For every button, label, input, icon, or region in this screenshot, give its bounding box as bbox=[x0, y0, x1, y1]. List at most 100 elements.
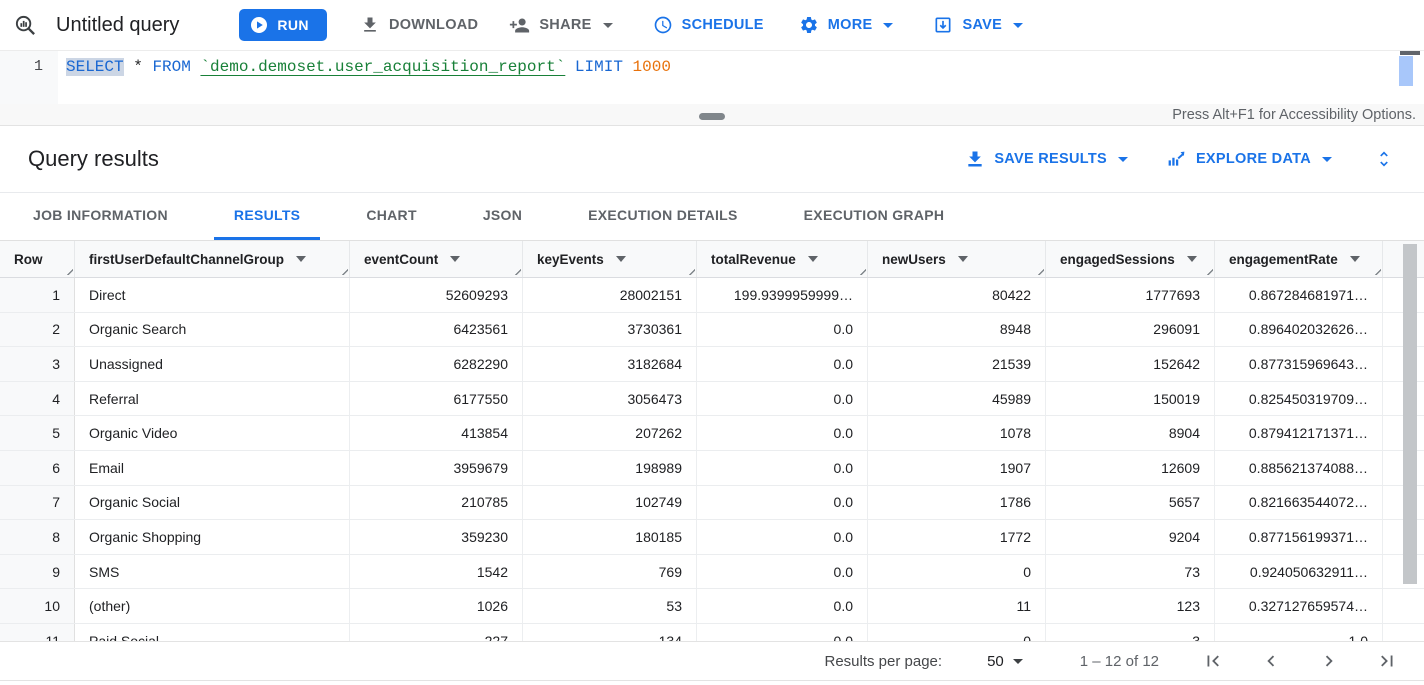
editor-status-strip: Press Alt+F1 for Accessibility Options. bbox=[0, 104, 1424, 126]
column-header-Row[interactable]: Row bbox=[0, 241, 75, 277]
table-scrollbar[interactable] bbox=[1403, 244, 1418, 639]
table-cell: 1907 bbox=[868, 450, 1046, 485]
table-cell: Email bbox=[75, 450, 350, 485]
table-cell: 8904 bbox=[1046, 416, 1215, 450]
tab-execution-graph[interactable]: EXECUTION GRAPH bbox=[803, 207, 945, 223]
table-row: 7 Organic Social 210785 102749 0.0 1786 5657 0.… bbox=[0, 485, 1424, 521]
table-cell: 102749 bbox=[523, 485, 697, 520]
table-cell: 0.877315969643… bbox=[1215, 347, 1383, 381]
table-cell: 45989 bbox=[868, 381, 1046, 416]
query-title: Untitled query bbox=[56, 13, 180, 36]
save-button[interactable]: SAVE bbox=[933, 15, 1024, 35]
table-cell: 12609 bbox=[1046, 450, 1215, 485]
table-cell: 134 bbox=[523, 623, 697, 641]
page-size-select[interactable]: 50 bbox=[987, 653, 1023, 670]
results-table: Row firstUserDefaultChannelGroup eventCo… bbox=[0, 241, 1424, 641]
gear-icon bbox=[799, 15, 819, 35]
accessibility-hint: Press Alt+F1 for Accessibility Options. bbox=[1172, 106, 1416, 123]
table-cell: 52609293 bbox=[350, 278, 523, 312]
sql-code-line[interactable]: SELECT * FROM `demo.demoset.user_acquisi… bbox=[66, 58, 671, 76]
query-magnifier-icon bbox=[14, 14, 37, 37]
table-cell: Organic Social bbox=[75, 485, 350, 520]
save-results-button[interactable]: SAVE RESULTS bbox=[965, 149, 1128, 169]
column-resize-handle[interactable] bbox=[1034, 265, 1044, 275]
column-resize-handle[interactable] bbox=[63, 265, 73, 275]
column-menu-caret-icon[interactable] bbox=[1349, 256, 1360, 262]
collapse-panel-icon[interactable] bbox=[1374, 149, 1394, 169]
table-cell: 0.924050632911… bbox=[1215, 554, 1383, 589]
table-row: 2 Organic Search 6423561 3730361 0.0 8948 2960… bbox=[0, 312, 1424, 348]
table-cell: Unassigned bbox=[75, 347, 350, 381]
column-header-eventCount[interactable]: eventCount bbox=[350, 241, 523, 277]
tab-chart[interactable]: CHART bbox=[366, 207, 417, 223]
column-resize-handle[interactable] bbox=[1203, 265, 1213, 275]
table-header-row: Row firstUserDefaultChannelGroup eventCo… bbox=[0, 241, 1424, 278]
explore-data-button[interactable]: EXPLORE DATA bbox=[1166, 149, 1332, 170]
table-row: 6 Email 3959679 198989 0.0 1907 12609 0.8856213… bbox=[0, 450, 1424, 486]
column-menu-caret-icon[interactable] bbox=[296, 256, 307, 262]
column-header-engagementRate[interactable]: engagementRate bbox=[1215, 241, 1383, 277]
table-body: 1 Direct 52609293 28002151 199.9399959999… 80… bbox=[0, 278, 1424, 641]
column-menu-caret-icon[interactable] bbox=[615, 256, 626, 262]
column-resize-handle[interactable] bbox=[1371, 265, 1381, 275]
column-resize-handle[interactable] bbox=[338, 265, 348, 275]
sql-editor[interactable]: 1 SELECT * FROM `demo.demoset.user_acqui… bbox=[0, 50, 1424, 104]
row-number-cell: 4 bbox=[0, 381, 75, 416]
row-number-cell: 8 bbox=[0, 520, 75, 554]
schedule-button[interactable]: SCHEDULE bbox=[653, 15, 764, 35]
first-page-button[interactable] bbox=[1202, 650, 1224, 672]
table-cell: 8948 bbox=[868, 312, 1046, 347]
column-header-engagedSessions[interactable]: engagedSessions bbox=[1046, 241, 1215, 277]
next-page-button[interactable] bbox=[1318, 650, 1340, 672]
more-button[interactable]: MORE bbox=[799, 15, 894, 35]
tab-job-information[interactable]: JOB INFORMATION bbox=[33, 207, 168, 223]
tab-results[interactable]: RESULTS bbox=[213, 193, 321, 240]
column-header-firstUserDefaultChannelGroup[interactable]: firstUserDefaultChannelGroup bbox=[75, 241, 350, 277]
share-button[interactable]: SHARE bbox=[509, 15, 613, 36]
row-number-cell: 9 bbox=[0, 554, 75, 589]
table-cell: Paid Social bbox=[75, 623, 350, 641]
column-menu-caret-icon[interactable] bbox=[957, 256, 968, 262]
play-icon bbox=[250, 16, 268, 34]
table-cell: 1078 bbox=[868, 416, 1046, 450]
tab-execution-details[interactable]: EXECUTION DETAILS bbox=[588, 207, 738, 223]
download-button[interactable]: DOWNLOAD bbox=[360, 15, 478, 35]
table-cell: 0.821663544072… bbox=[1215, 485, 1383, 520]
clock-icon bbox=[653, 15, 673, 35]
column-menu-caret-icon[interactable] bbox=[1186, 256, 1197, 262]
download-icon bbox=[360, 15, 380, 35]
dropdown-caret-icon bbox=[1013, 22, 1024, 28]
previous-page-button[interactable] bbox=[1260, 650, 1282, 672]
column-header-newUsers[interactable]: newUsers bbox=[868, 241, 1046, 277]
table-cell: 1.0 bbox=[1215, 623, 1383, 641]
table-cell: 227 bbox=[350, 623, 523, 641]
table-cell: 0.0 bbox=[697, 554, 868, 589]
panel-splitter-handle[interactable] bbox=[699, 113, 725, 120]
pagination-footer: Results per page: 50 1 – 12 of 12 bbox=[0, 641, 1424, 681]
row-number-cell: 7 bbox=[0, 485, 75, 520]
table-cell: 21539 bbox=[868, 347, 1046, 381]
table-cell: 359230 bbox=[350, 520, 523, 554]
table-cell: 1542 bbox=[350, 554, 523, 589]
table-cell: 0.877156199371… bbox=[1215, 520, 1383, 554]
table-row: 5 Organic Video 413854 207262 0.0 1078 8904 0.8… bbox=[0, 416, 1424, 451]
last-page-button[interactable] bbox=[1376, 650, 1398, 672]
run-button[interactable]: RUN bbox=[239, 9, 327, 41]
column-resize-handle[interactable] bbox=[511, 265, 521, 275]
table-cell: 3 bbox=[1046, 623, 1215, 641]
table-scrollbar-thumb[interactable] bbox=[1403, 244, 1417, 584]
table-cell: 11 bbox=[868, 589, 1046, 623]
row-number-cell: 5 bbox=[0, 416, 75, 450]
column-menu-caret-icon[interactable] bbox=[807, 256, 818, 262]
column-header-totalRevenue[interactable]: totalRevenue bbox=[697, 241, 868, 277]
table-cell: 0.896402032626… bbox=[1215, 312, 1383, 347]
tab-json[interactable]: JSON bbox=[482, 207, 523, 223]
column-header-keyEvents[interactable]: keyEvents bbox=[523, 241, 697, 277]
editor-scrollbar-thumb[interactable] bbox=[1399, 56, 1413, 86]
table-cell: 0 bbox=[868, 623, 1046, 641]
table-cell: 0.0 bbox=[697, 623, 868, 641]
column-resize-handle[interactable] bbox=[856, 265, 866, 275]
column-resize-handle[interactable] bbox=[685, 265, 695, 275]
table-cell: 6177550 bbox=[350, 381, 523, 416]
column-menu-caret-icon[interactable] bbox=[450, 256, 461, 262]
